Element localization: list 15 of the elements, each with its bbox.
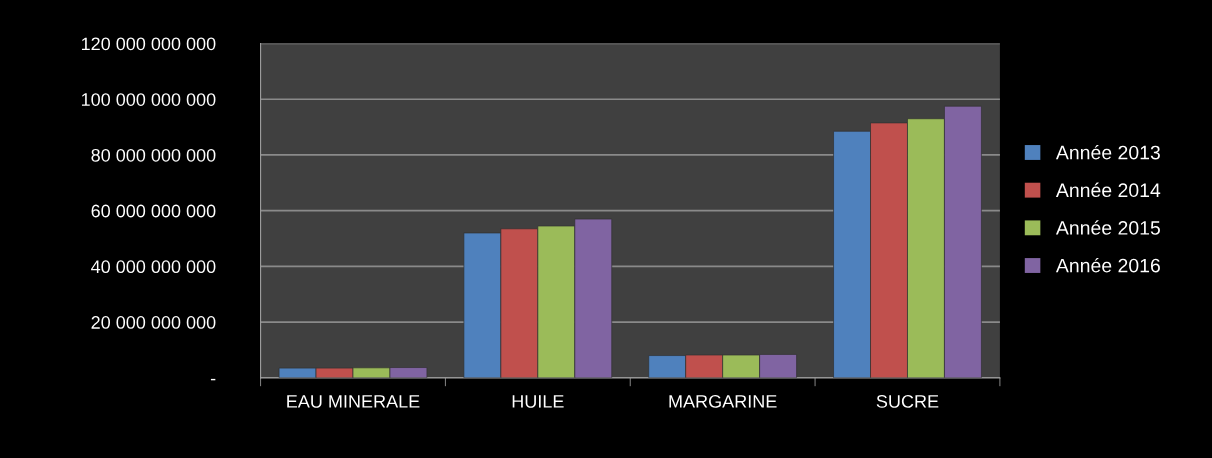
x-tick-label: HUILE [512,395,564,408]
x-tick-label: SUCRE [876,394,939,408]
y-tick-label: 40 000 000 000 [91,260,216,274]
y-tick-label: 60 000 000 000 [91,204,216,218]
legend-label: Année 2015 [1055,220,1160,235]
legend-label: Année 2014 [1055,182,1161,198]
x-tick-label: MARGARINE [669,394,777,408]
y-tick-label: 80 000 000 000 [91,148,216,162]
legend-label: Année 2016 [1055,257,1160,273]
legend-label: Année 2013 [1055,144,1160,160]
y-tick-label: 20 000 000 000 [91,316,216,329]
y-tick-label: 100 000 000 000 [81,93,216,106]
y-tick-label: - [210,378,216,381]
y-tick-label: 120 000 000 000 [81,37,216,51]
x-tick-label: EAU MINERALE [287,395,420,408]
